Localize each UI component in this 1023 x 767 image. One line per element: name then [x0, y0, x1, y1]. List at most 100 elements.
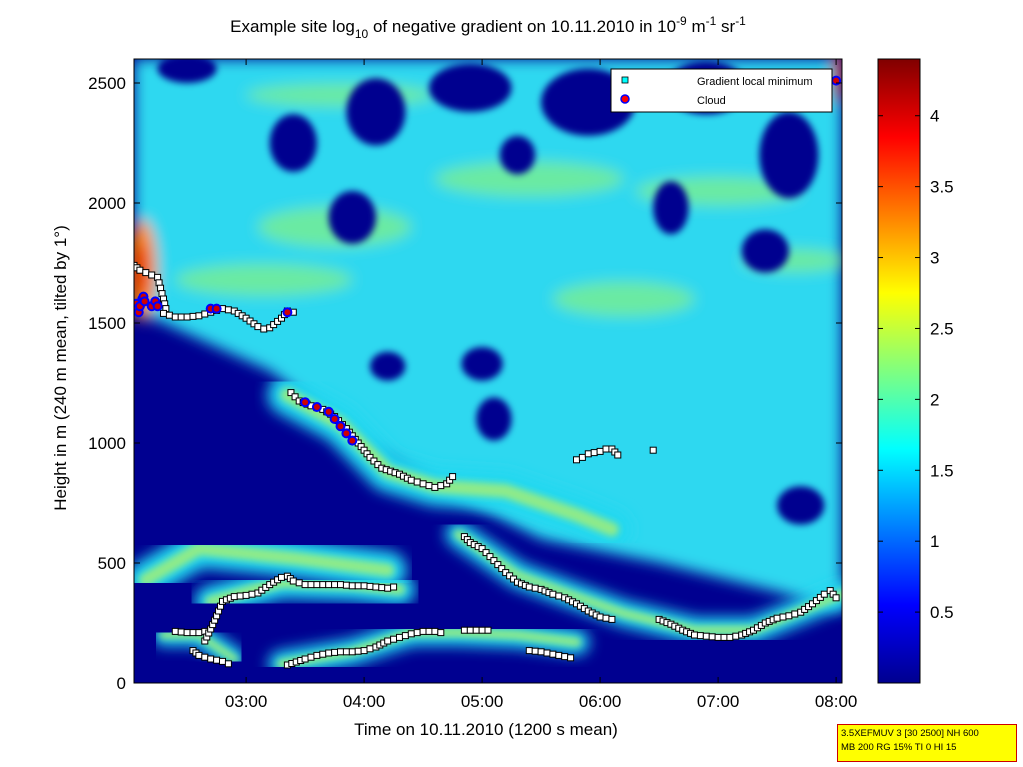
heat-patch — [434, 161, 624, 197]
gradient-minimum-marker — [325, 581, 333, 589]
gradient-minimum-marker — [348, 648, 356, 656]
gradient-minimum-marker — [419, 480, 427, 488]
gradient-minimum-marker — [171, 627, 179, 635]
heat-dark-patch — [759, 111, 819, 199]
cloud-marker — [347, 435, 358, 446]
gradient-minimum-marker-interp — [370, 457, 378, 465]
gradient-minimum-marker-interp — [791, 610, 799, 618]
gradient-minimum-marker — [437, 629, 445, 637]
legend-marker-cloud — [620, 94, 630, 104]
gradient-minimum-marker — [337, 581, 344, 589]
gradient-minimum-marker — [549, 650, 557, 658]
gradient-minimum-marker — [578, 453, 586, 461]
gradient-minimum-marker — [142, 269, 150, 277]
series-layer — [134, 75, 842, 669]
gradient-minimum-marker — [596, 613, 604, 621]
gradient-minimum-marker — [384, 584, 392, 592]
gradient-minimum-marker — [596, 447, 604, 455]
gradient-minimum-marker — [260, 325, 268, 333]
gradient-minimum-marker-interp — [213, 656, 221, 664]
gradient-minimum-marker-interp — [374, 461, 382, 469]
y-tick-label: 0 — [117, 674, 126, 693]
gradient-minimum-marker-interp — [342, 581, 350, 589]
colorbar-tick-label: 4 — [930, 107, 939, 126]
gradient-minimum-marker-interp — [708, 633, 716, 641]
gradient-minimum-marker-interp — [295, 579, 303, 587]
gradient-minimum-marker — [584, 450, 592, 458]
gradient-minimum-marker-interp — [307, 653, 315, 661]
heat-dark-patch — [157, 59, 217, 83]
gradient-minimum-marker — [390, 583, 398, 591]
cloud-marker — [341, 428, 352, 439]
heat-band-core — [139, 541, 395, 587]
gradient-minimum-marker — [348, 582, 356, 590]
gradient-minimum-marker-interp — [413, 478, 421, 486]
gradient-minimum-marker-interp — [165, 311, 173, 319]
gradient-minimum-marker — [407, 630, 415, 638]
colorbar-tick-label: 3.5 — [930, 178, 954, 197]
legend-marker-gradient — [621, 76, 629, 84]
gradient-minimum-marker — [702, 632, 710, 640]
gradient-minimum-marker-interp — [354, 582, 362, 590]
heat-dark-patch — [346, 78, 406, 146]
gradient-minimum-marker-interp — [291, 393, 299, 401]
gradient-minimum-marker-interp — [425, 627, 433, 635]
gradient-minimum-marker — [726, 633, 734, 641]
chart-title: Example site log10 of negative gradient … — [230, 14, 746, 41]
gradient-minimum-marker-interp — [732, 632, 740, 640]
gradient-minimum-marker-interp — [390, 635, 398, 643]
gradient-minimum-marker-interp — [494, 561, 502, 569]
gradient-minimum-marker — [242, 591, 250, 599]
gradient-minimum-marker — [649, 446, 657, 454]
cloud-marker — [282, 307, 293, 318]
gradient-minimum-marker — [148, 271, 156, 279]
colorbar-ticks: 0.5 1 1.5 2 2.5 3 3.5 4 — [878, 107, 954, 622]
cloud-marker — [311, 402, 322, 412]
y-tick-label: 2000 — [88, 194, 126, 213]
colorbar-tick-label: 3 — [930, 249, 939, 268]
gradient-minimum-marker — [407, 476, 415, 484]
parameter-info-box: 3.5XEFMUV 3 [30 2500] NH 600 MB 200 RG 1… — [837, 724, 1017, 762]
heat-dark-patch — [328, 191, 376, 244]
gradient-minimum-marker — [289, 577, 297, 585]
gradient-minimum-marker — [287, 389, 295, 397]
cloud-marker — [335, 421, 346, 432]
gradient-minimum-marker — [478, 545, 486, 553]
gradient-minimum-marker — [525, 583, 533, 591]
gradient-minimum-marker — [136, 266, 144, 274]
cloud-marker — [300, 397, 311, 408]
gradient-minimum-marker — [360, 647, 368, 655]
heat-dark-patch — [653, 181, 689, 235]
gradient-minimum-marker — [573, 456, 580, 464]
gradient-minimum-marker — [301, 581, 309, 589]
colorbar-tick-label: 1.5 — [930, 461, 954, 480]
gradient-minimum-marker — [832, 594, 840, 602]
gradient-minimum-marker — [561, 653, 569, 661]
gradient-minimum-marker — [366, 453, 374, 461]
heat-dark-patch — [777, 486, 825, 525]
x-tick-label: 08:00 — [815, 692, 858, 711]
gradient-minimum-marker-interp — [354, 647, 362, 655]
gradient-minimum-marker-interp — [531, 584, 539, 592]
heat-patch — [552, 281, 695, 317]
gradient-minimum-marker-interp — [413, 629, 421, 637]
plot-area — [134, 59, 842, 683]
gradient-minimum-marker-interp — [307, 581, 315, 589]
gradient-minimum-marker-interp — [482, 549, 490, 557]
heat-dark-patch — [476, 397, 512, 441]
gradient-minimum-marker — [490, 557, 498, 565]
x-tick-label: 06:00 — [579, 692, 622, 711]
gradient-minimum-marker-interp — [543, 649, 551, 657]
gradient-minimum-marker-interp — [366, 645, 374, 653]
gradient-minimum-marker — [549, 590, 557, 598]
gradient-minimum-marker-interp — [602, 614, 610, 622]
gradient-minimum-marker — [195, 629, 203, 637]
parameter-line-1: 3.5XEFMUV 3 [30 2500] NH 600 — [841, 728, 979, 739]
gradient-minimum-marker-interp — [177, 313, 185, 321]
gradient-minimum-marker-interp — [437, 482, 445, 490]
y-tick-label: 1000 — [88, 434, 126, 453]
gradient-minimum-marker — [183, 629, 191, 637]
gradient-minimum-marker — [254, 323, 262, 331]
gradient-minimum-marker — [431, 483, 439, 491]
